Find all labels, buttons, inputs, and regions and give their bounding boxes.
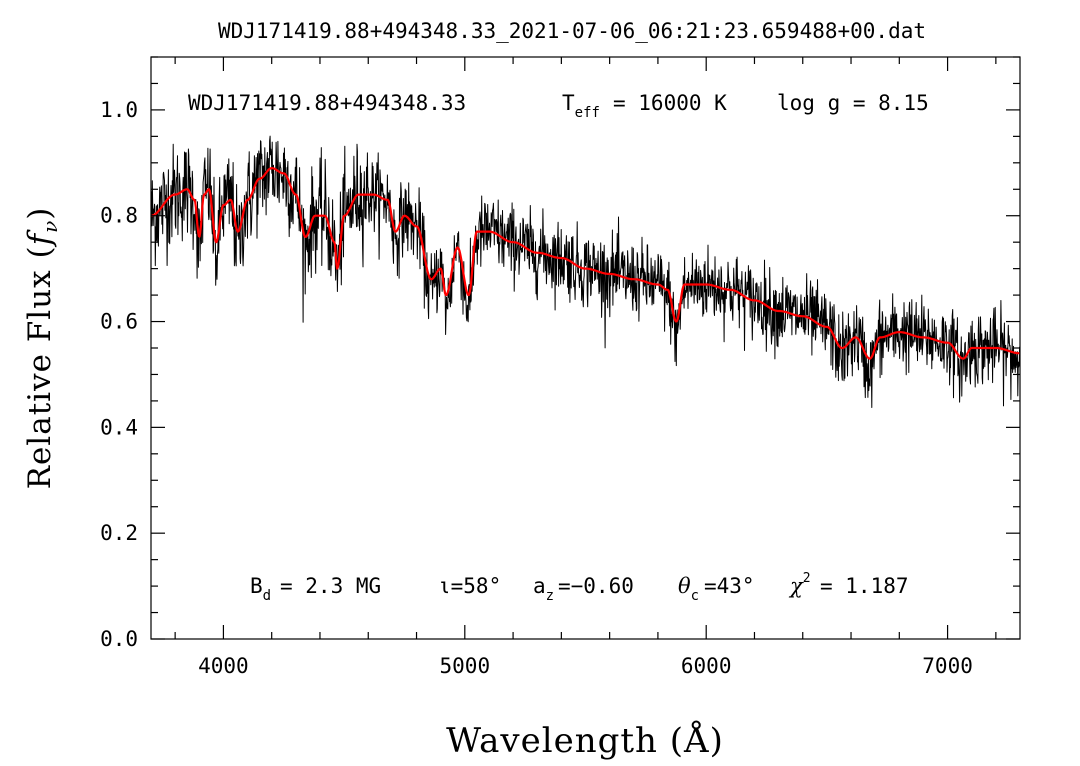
x-tick-label: 4000: [198, 654, 249, 678]
logg-value: log g = 8.15: [777, 91, 929, 115]
y-axis-label-close: ): [22, 207, 58, 220]
plot-frame: [150, 56, 1021, 640]
theta-symbol: θ: [678, 574, 691, 598]
az-symbol: a: [533, 574, 546, 598]
bd-symbol: B: [250, 574, 263, 598]
teff-label: Teff: [562, 91, 600, 121]
az-subscript: z: [546, 588, 554, 604]
x-tick-label: 6000: [681, 654, 732, 678]
chart-title: WDJ171419.88+494348.33_2021-07-06_06:21:…: [218, 19, 926, 43]
model-fit-line: [151, 167, 1020, 360]
az-value: =−0.60: [558, 574, 634, 598]
y-axis-label-var: f: [22, 228, 58, 247]
teff-subscript: eff: [575, 105, 600, 121]
teff-value: = 16000 K: [613, 91, 727, 115]
y-tick-label: 0.0: [100, 627, 138, 651]
y-tick-label: 0.8: [100, 204, 138, 228]
y-axis-label-main: Relative Flux (: [22, 245, 58, 489]
theta-subscript: c: [691, 588, 699, 604]
chi-superscript: 2: [803, 571, 811, 586]
y-tick-label: 0.4: [100, 415, 138, 439]
axis-ticks: [151, 56, 1020, 640]
teff-symbol: T: [562, 91, 575, 115]
bd-subscript: d: [263, 588, 271, 604]
y-axis-label: Relative Flux (fν): [22, 207, 62, 490]
chi-label: χ2: [788, 571, 811, 598]
y-tick-label: 0.2: [100, 521, 138, 545]
theta-value: =43°: [704, 574, 755, 598]
observed-spectrum-line: [151, 135, 1020, 408]
chi-value: = 1.187: [820, 574, 909, 598]
series-layer: [151, 135, 1020, 408]
x-tick-label: 7000: [922, 654, 973, 678]
y-tick-label: 1.0: [100, 98, 138, 122]
chi-symbol: χ: [788, 574, 804, 598]
x-axis-label: Wavelength (Å): [446, 720, 724, 761]
y-tick-label: 0.6: [100, 310, 138, 334]
bd-label: Bd: [250, 574, 271, 604]
header-annotation: WDJ171419.88+494348.33 Teff = 16000 K lo…: [188, 91, 929, 121]
az-label: az: [533, 574, 554, 604]
inclination-value: ι=58°: [438, 574, 501, 598]
x-tick-label: 5000: [440, 654, 491, 678]
bd-value: = 2.3 MG: [280, 574, 381, 598]
fit-parameters: Bd = 2.3 MG ι=58° az =−0.60 θc =43° χ2 =…: [250, 571, 909, 604]
axis-tick-labels: 4000 5000 6000 7000 0.0 0.2 0.4 0.6 0.8 1.0: [100, 98, 973, 678]
y-axis-label-sub: ν: [38, 220, 62, 233]
theta-label: θc: [678, 574, 699, 604]
object-name: WDJ171419.88+494348.33: [188, 91, 466, 115]
